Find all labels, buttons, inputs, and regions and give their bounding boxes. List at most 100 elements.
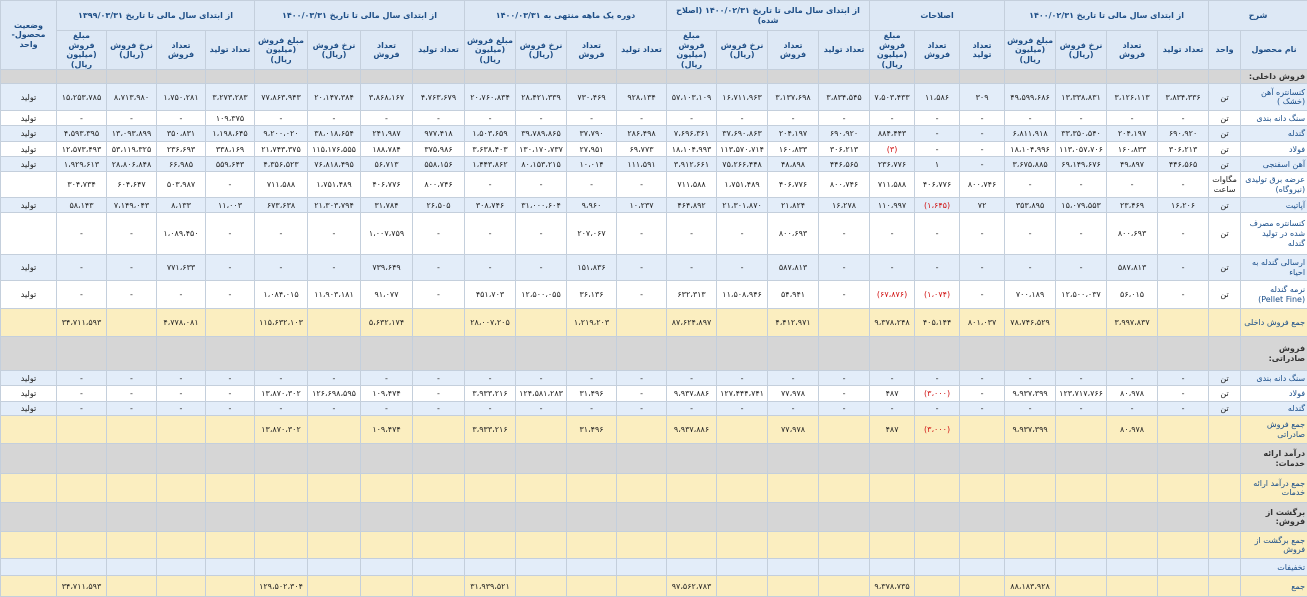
- row-label: سنگ دانه بندی: [1241, 111, 1307, 126]
- cell: -: [617, 255, 667, 281]
- cell: [1005, 337, 1056, 371]
- cell: ۱۳،۰۹۳،۸۹۹: [107, 126, 157, 142]
- cell: -: [870, 111, 915, 126]
- cell: [717, 532, 768, 559]
- cell: -: [819, 371, 870, 386]
- cell: ۵۸۷،۸۱۳: [1107, 255, 1158, 281]
- cell: [1056, 337, 1107, 371]
- cell: ۵۶،۷۱۳: [361, 157, 413, 172]
- cell: [516, 416, 567, 444]
- cell: تولید: [1, 371, 57, 386]
- cell: تولید: [1, 84, 57, 111]
- cell: ۸۰۱،۰۳۷: [960, 309, 1005, 337]
- cell: [819, 503, 870, 532]
- cell: ۹،۲۰۰،۰۲۰: [255, 126, 308, 142]
- cell: [1209, 576, 1241, 597]
- cell: ۱۰۹،۴۷۴: [361, 416, 413, 444]
- cell: -: [617, 371, 667, 386]
- header-group: از ابتدای سال مالی تا تاریخ ۱۴۰۰/۰۲/۳۱ (…: [667, 1, 870, 31]
- cell: ۳۵۰،۸۳۱: [157, 126, 206, 142]
- cell: [157, 532, 206, 559]
- cell: -: [768, 402, 819, 416]
- cell: [567, 474, 617, 503]
- cell: ۳،۲۷۳،۲۸۳: [206, 84, 255, 111]
- cell: ۴،۷۷۸،۰۸۱: [157, 309, 206, 337]
- cell: ۲۷،۹۵۱: [567, 142, 617, 157]
- cell: [413, 416, 465, 444]
- cell: ۴،۵۹۳،۳۹۵: [57, 126, 107, 142]
- cell: [361, 444, 413, 474]
- cell: [617, 474, 667, 503]
- cell: [1056, 474, 1107, 503]
- cell: ۱۲۴،۵۸۱،۲۸۳: [516, 386, 567, 402]
- cell: ۹،۹۶۰: [567, 198, 617, 213]
- cell: [768, 503, 819, 532]
- cell: [57, 70, 107, 84]
- cell: [1056, 532, 1107, 559]
- cell: ۲۸،۸۰۶،۸۴۸: [107, 157, 157, 172]
- cell: [57, 337, 107, 371]
- cell: -: [413, 371, 465, 386]
- cell: [516, 474, 567, 503]
- cell: -: [57, 402, 107, 416]
- cell: [1056, 559, 1107, 576]
- cell: ۳۷،۷۹۰: [567, 126, 617, 142]
- cell: [567, 503, 617, 532]
- header-sub: تعداد فروش: [1107, 31, 1158, 70]
- cell: [413, 444, 465, 474]
- cell: ۱،۷۵۱،۴۸۹: [308, 172, 361, 198]
- cell: ۸۰۰،۷۴۶: [960, 172, 1005, 198]
- row-label: جمع درآمد ارائه خدمات: [1241, 474, 1307, 503]
- cell: -: [465, 371, 516, 386]
- cell: [870, 444, 915, 474]
- cell: [1158, 444, 1209, 474]
- cell: -: [1005, 402, 1056, 416]
- cell: -: [465, 213, 516, 255]
- cell: [1005, 559, 1056, 576]
- cell: ۵۷،۱۰۳،۱۰۹: [667, 84, 717, 111]
- cell: ۸۷،۶۲۴،۸۹۷: [667, 309, 717, 337]
- cell: ۲۱،۸۲۴: [768, 198, 819, 213]
- cell: ۴،۴۱۲،۹۷۱: [768, 309, 819, 337]
- cell: -: [413, 402, 465, 416]
- cell: ۸،۱۳۳: [157, 198, 206, 213]
- header-sub: نرخ فروش (ریال): [107, 31, 157, 70]
- cell: [1056, 444, 1107, 474]
- cell: -: [1158, 371, 1209, 386]
- cell: [1107, 559, 1158, 576]
- cell: تن: [1209, 198, 1241, 213]
- cell: -: [819, 111, 870, 126]
- cell: [1056, 70, 1107, 84]
- cell: [107, 474, 157, 503]
- cell: -: [915, 213, 960, 255]
- cell: ۱،۷۵۱،۴۸۹: [717, 172, 768, 198]
- cell: [1107, 532, 1158, 559]
- cell: ۷۵،۲۶۶،۴۴۸: [717, 157, 768, 172]
- cell: [1158, 309, 1209, 337]
- cell: [1056, 416, 1107, 444]
- cell: ۹۷۷،۴۱۸: [413, 126, 465, 142]
- cell: [57, 474, 107, 503]
- item-row: تخفیفات: [1, 559, 1307, 576]
- cell: [1, 474, 57, 503]
- cell: [1107, 337, 1158, 371]
- cell: -: [1107, 402, 1158, 416]
- cell: ۲۴۱،۹۸۷: [361, 126, 413, 142]
- cell: -: [308, 111, 361, 126]
- cell: ۱۲،۵۷۳،۴۹۳: [57, 142, 107, 157]
- cell: [819, 70, 870, 84]
- cell: [308, 337, 361, 371]
- cell: [361, 337, 413, 371]
- cell: ۱۲،۵۰۰،۰۳۷: [1056, 281, 1107, 309]
- cell: ۱۶۰،۸۳۳: [1107, 142, 1158, 157]
- cell: ۱۸،۱۰۴،۹۹۶: [1005, 142, 1056, 157]
- cell: -: [617, 402, 667, 416]
- cell: ۱۶۰،۸۳۳: [768, 142, 819, 157]
- cell: [870, 337, 915, 371]
- cell: ۱۰۹،۴۷۴: [361, 386, 413, 402]
- cell: ۲۰،۷۶۰،۸۳۴: [465, 84, 516, 111]
- cell: -: [1005, 111, 1056, 126]
- cell: ۱۵،۲۵۳،۷۸۵: [57, 84, 107, 111]
